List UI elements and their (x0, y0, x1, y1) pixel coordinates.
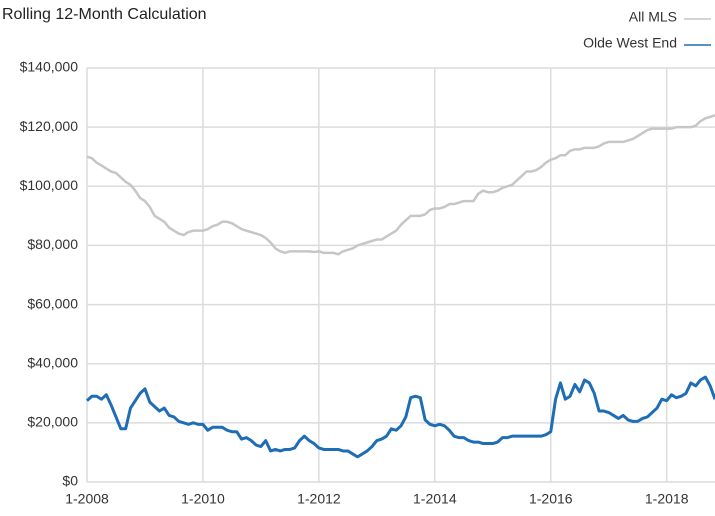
series-line (86, 114, 715, 256)
legend-label: All MLS (629, 9, 677, 25)
y-tick-label: $80,000 (27, 236, 78, 252)
chart-title: Rolling 12-Month Calculation (2, 6, 207, 23)
x-tick-label: 1-2012 (297, 491, 341, 507)
y-tick-label: $100,000 (20, 177, 79, 193)
x-tick-label: 1-2010 (181, 491, 225, 507)
y-tick-label: $120,000 (20, 118, 79, 134)
y-tick-label: $40,000 (27, 354, 78, 370)
x-tick-label: 1-2014 (413, 491, 457, 507)
x-tick-label: 1-2018 (645, 491, 689, 507)
y-tick-label: $0 (62, 473, 78, 489)
legend-label: Olde West End (583, 35, 677, 51)
y-tick-label: $140,000 (20, 59, 79, 75)
y-tick-label: $20,000 (27, 414, 78, 430)
x-tick-label: 1-2016 (529, 491, 573, 507)
y-tick-label: $60,000 (27, 295, 78, 311)
series-line (85, 375, 715, 459)
x-tick-label: 1-2008 (65, 491, 109, 507)
